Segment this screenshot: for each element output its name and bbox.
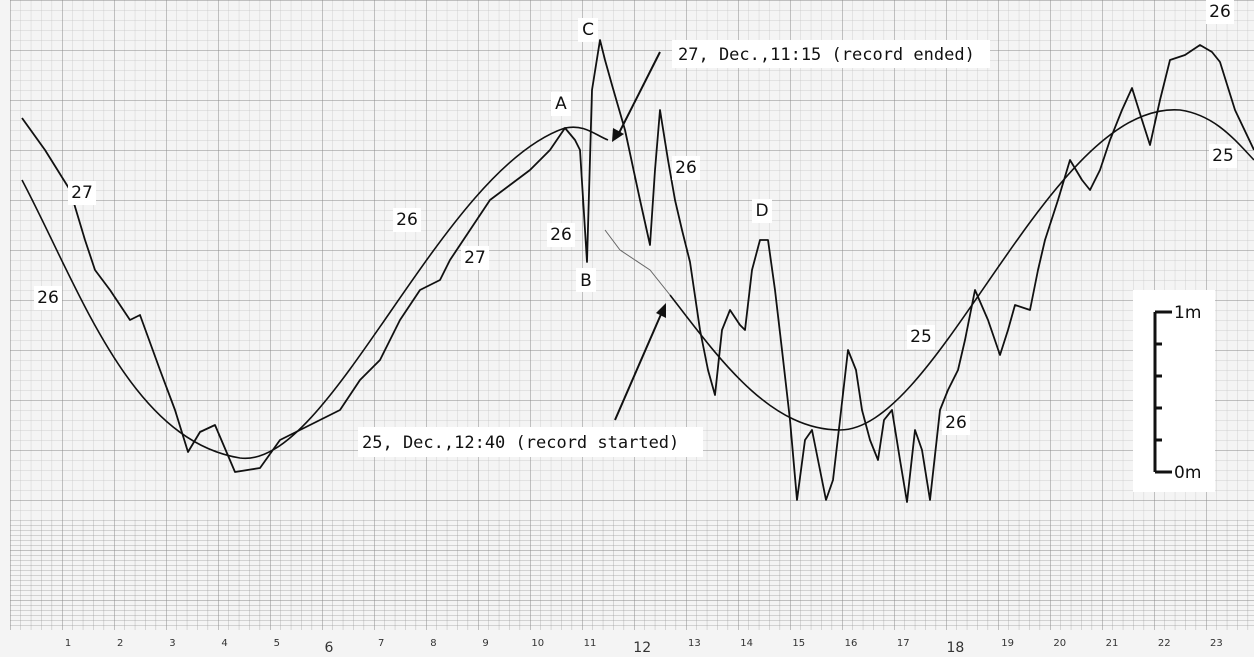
hour-label: 17 bbox=[897, 638, 910, 649]
major-grid bbox=[10, 0, 1254, 630]
annotation: 25, Dec.,12:40 (record started) bbox=[362, 433, 679, 453]
point-label: C bbox=[582, 20, 594, 40]
hour-label: 10 bbox=[531, 638, 544, 649]
hour-label: 13 bbox=[688, 638, 701, 649]
day-label: 25 bbox=[1212, 146, 1234, 166]
hour-label: 23 bbox=[1210, 638, 1223, 649]
day-label: 26 bbox=[37, 288, 59, 308]
day-label: 26 bbox=[550, 225, 572, 245]
annotation-box bbox=[672, 40, 990, 68]
label-box bbox=[752, 199, 772, 223]
label-box bbox=[68, 181, 96, 205]
pen-trace bbox=[604, 229, 671, 296]
arrow-head bbox=[656, 303, 666, 318]
hour-label: 18 bbox=[946, 640, 964, 656]
annotation-box bbox=[358, 427, 703, 457]
label-box bbox=[34, 286, 62, 310]
point-label: D bbox=[755, 201, 768, 221]
day-label: 25 bbox=[910, 327, 932, 347]
hour-label: 19 bbox=[1001, 638, 1014, 649]
hour-label: 6 bbox=[325, 640, 334, 656]
hour-label: 2 bbox=[117, 638, 123, 649]
arrow-head bbox=[612, 128, 624, 142]
point-label: A bbox=[555, 94, 567, 114]
label-box bbox=[1206, 0, 1234, 24]
label-box bbox=[1209, 144, 1237, 168]
point-label: B bbox=[580, 271, 592, 291]
hour-label: 5 bbox=[274, 638, 280, 649]
day-labels: 27 26 26 27 26 26 25 26 26 25 bbox=[34, 0, 1237, 435]
day-label: 26 bbox=[396, 210, 418, 230]
arrow bbox=[617, 51, 661, 136]
label-box bbox=[942, 411, 970, 435]
hour-label: 4 bbox=[221, 638, 227, 649]
hour-label: 11 bbox=[584, 638, 597, 649]
label-box bbox=[672, 156, 700, 180]
hour-label: 9 bbox=[482, 638, 488, 649]
label-box bbox=[547, 223, 575, 247]
hour-label: 1 bbox=[65, 638, 71, 649]
hour-label: 22 bbox=[1158, 638, 1171, 649]
observed-curve bbox=[21, 39, 1254, 503]
label-box bbox=[551, 92, 571, 116]
day-label: 27 bbox=[464, 248, 486, 268]
label-box bbox=[393, 208, 421, 232]
hour-label: 7 bbox=[378, 638, 384, 649]
hour-label: 16 bbox=[845, 638, 858, 649]
scale-label: 0m bbox=[1174, 463, 1201, 483]
hour-label: 15 bbox=[792, 638, 805, 649]
annotation: 27, Dec.,11:15 (record ended) bbox=[678, 45, 975, 65]
scale-ticks bbox=[1153, 310, 1172, 474]
label-box bbox=[907, 325, 935, 349]
scale-label: 1m bbox=[1174, 303, 1201, 323]
hour-label: 20 bbox=[1053, 638, 1066, 649]
arrow bbox=[614, 311, 663, 421]
label-box bbox=[578, 18, 598, 42]
hour-label: 21 bbox=[1106, 638, 1119, 649]
hour-axis: 1 2 3 4 5 6 7 8 9 10 11 12 13 14 15 16 17 18 19 20 21 22 23 bbox=[65, 638, 1223, 656]
hour-label: 14 bbox=[740, 638, 753, 649]
label-box bbox=[461, 246, 489, 270]
scale-box bbox=[1133, 290, 1215, 492]
hour-label: 3 bbox=[169, 638, 175, 649]
predicted-curve bbox=[669, 109, 1254, 431]
hour-label: 8 bbox=[430, 638, 436, 649]
day-label: 26 bbox=[945, 413, 967, 433]
day-label: 26 bbox=[1209, 2, 1231, 22]
day-label: 27 bbox=[71, 183, 93, 203]
day-label: 26 bbox=[675, 158, 697, 178]
scale-bar: 1m 0m bbox=[1133, 290, 1215, 492]
point-labels: A B C D bbox=[551, 18, 772, 292]
label-box bbox=[576, 268, 596, 292]
hour-label: 12 bbox=[633, 640, 651, 656]
